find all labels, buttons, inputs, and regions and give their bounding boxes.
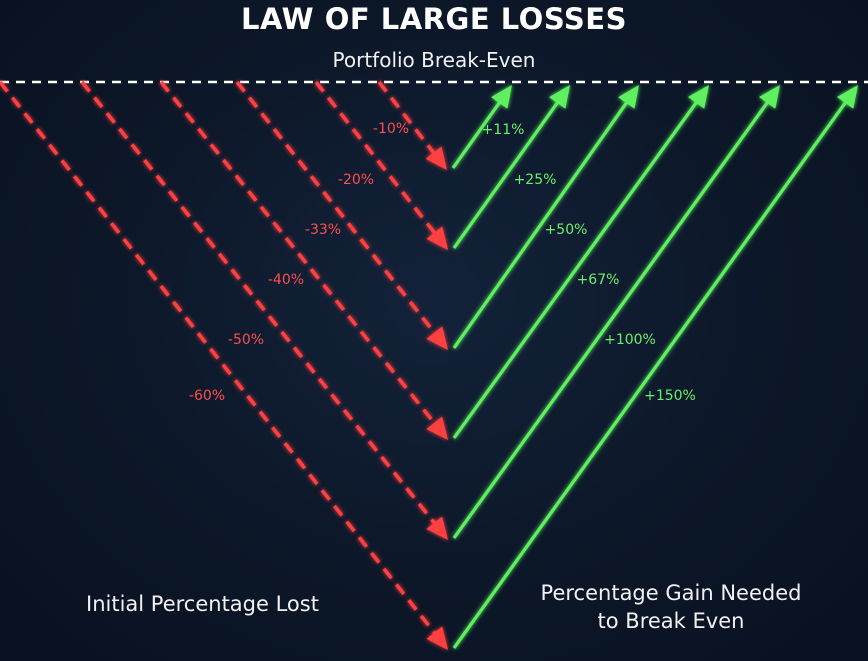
break-even-label: Portfolio Break-Even xyxy=(332,48,536,72)
loss-arrows: -10% -20% -33% -40% -50% -60% xyxy=(0,80,448,650)
loss-arrow-line xyxy=(235,80,440,339)
loss-arrow-line xyxy=(80,80,440,529)
gain-percent-label: +25% xyxy=(514,172,557,188)
loss-arrow-head xyxy=(426,626,448,650)
loss-arrow-head xyxy=(426,226,448,250)
loss-arrow-line xyxy=(159,80,440,429)
gain-arrow-head xyxy=(549,85,570,109)
loss-percent-label: -50% xyxy=(228,332,264,348)
loss-percent-label: -33% xyxy=(305,222,341,238)
loss-arrow-head xyxy=(426,516,448,540)
loss-arrow-head xyxy=(425,146,447,170)
gain-arrow-head xyxy=(837,85,858,109)
gain-arrow-line xyxy=(452,97,632,349)
loss-arrow-line xyxy=(0,80,440,639)
gain-percent-label: +50% xyxy=(545,222,588,238)
loss-arrow-head xyxy=(426,416,448,440)
gain-arrow-line xyxy=(452,97,563,249)
gain-arrow-line xyxy=(451,97,505,169)
gain-arrow-line xyxy=(452,97,701,439)
loss-percent-label: -60% xyxy=(189,388,225,404)
loss-arrow-head xyxy=(426,326,448,350)
gain-percent-label: +67% xyxy=(577,272,620,288)
loss-percent-label: -10% xyxy=(373,121,409,137)
loss-percent-label: -20% xyxy=(338,172,374,188)
loss-arrow-line xyxy=(377,80,439,159)
gain-arrow-head xyxy=(759,85,780,109)
gain-percent-label: +150% xyxy=(644,388,696,404)
gain-arrow-head xyxy=(688,85,709,109)
left-caption: Initial Percentage Lost xyxy=(86,592,319,616)
gain-arrow-head xyxy=(491,85,512,109)
right-caption-line2: to Break Even xyxy=(597,609,745,633)
gain-percent-label: +100% xyxy=(604,332,656,348)
right-caption-line1: Percentage Gain Needed xyxy=(540,581,802,605)
gain-arrow-line xyxy=(452,97,772,539)
page-title: LAW OF LARGE LOSSES xyxy=(241,2,627,36)
gain-arrow-line xyxy=(452,97,850,649)
gain-percent-label: +11% xyxy=(482,122,525,138)
gain-arrow-head xyxy=(618,85,639,109)
loss-percent-label: -40% xyxy=(268,272,304,288)
right-caption: Percentage Gain Needed to Break Even xyxy=(500,579,842,635)
loss-arrow-line xyxy=(314,80,440,239)
gain-arrows: +11% +25% +50% +67% +100% +150% xyxy=(451,85,858,649)
